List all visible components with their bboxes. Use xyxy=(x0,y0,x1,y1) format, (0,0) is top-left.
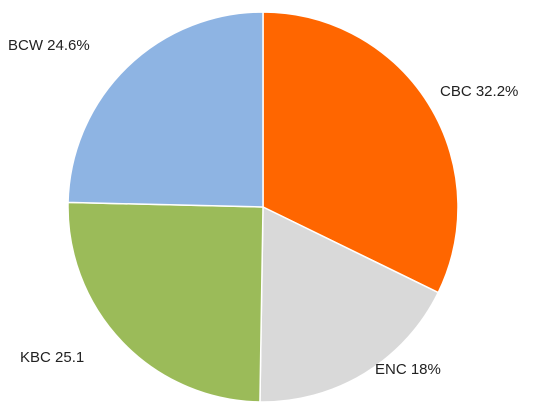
slice-category: CBC xyxy=(440,83,472,100)
slice-category: KBC xyxy=(20,349,51,366)
slice-category: ENC xyxy=(375,361,407,378)
slice-label: CBC 32.2% xyxy=(440,83,518,100)
slice-value: 32.2% xyxy=(476,83,519,100)
slice-value: 24.6% xyxy=(47,37,90,54)
pie-slice xyxy=(67,11,264,208)
slice-value: 25.1 xyxy=(55,349,84,366)
pie-slice xyxy=(259,205,440,403)
slice-value: 18% xyxy=(411,361,441,378)
pie-slice xyxy=(67,201,264,403)
slice-category: BCW xyxy=(8,37,44,54)
slice-label: ENC 18% xyxy=(375,361,441,378)
slice-label: KBC 25.1 xyxy=(20,349,84,366)
pie-slice xyxy=(262,11,459,294)
slice-label: BCW 24.6% xyxy=(8,37,90,54)
